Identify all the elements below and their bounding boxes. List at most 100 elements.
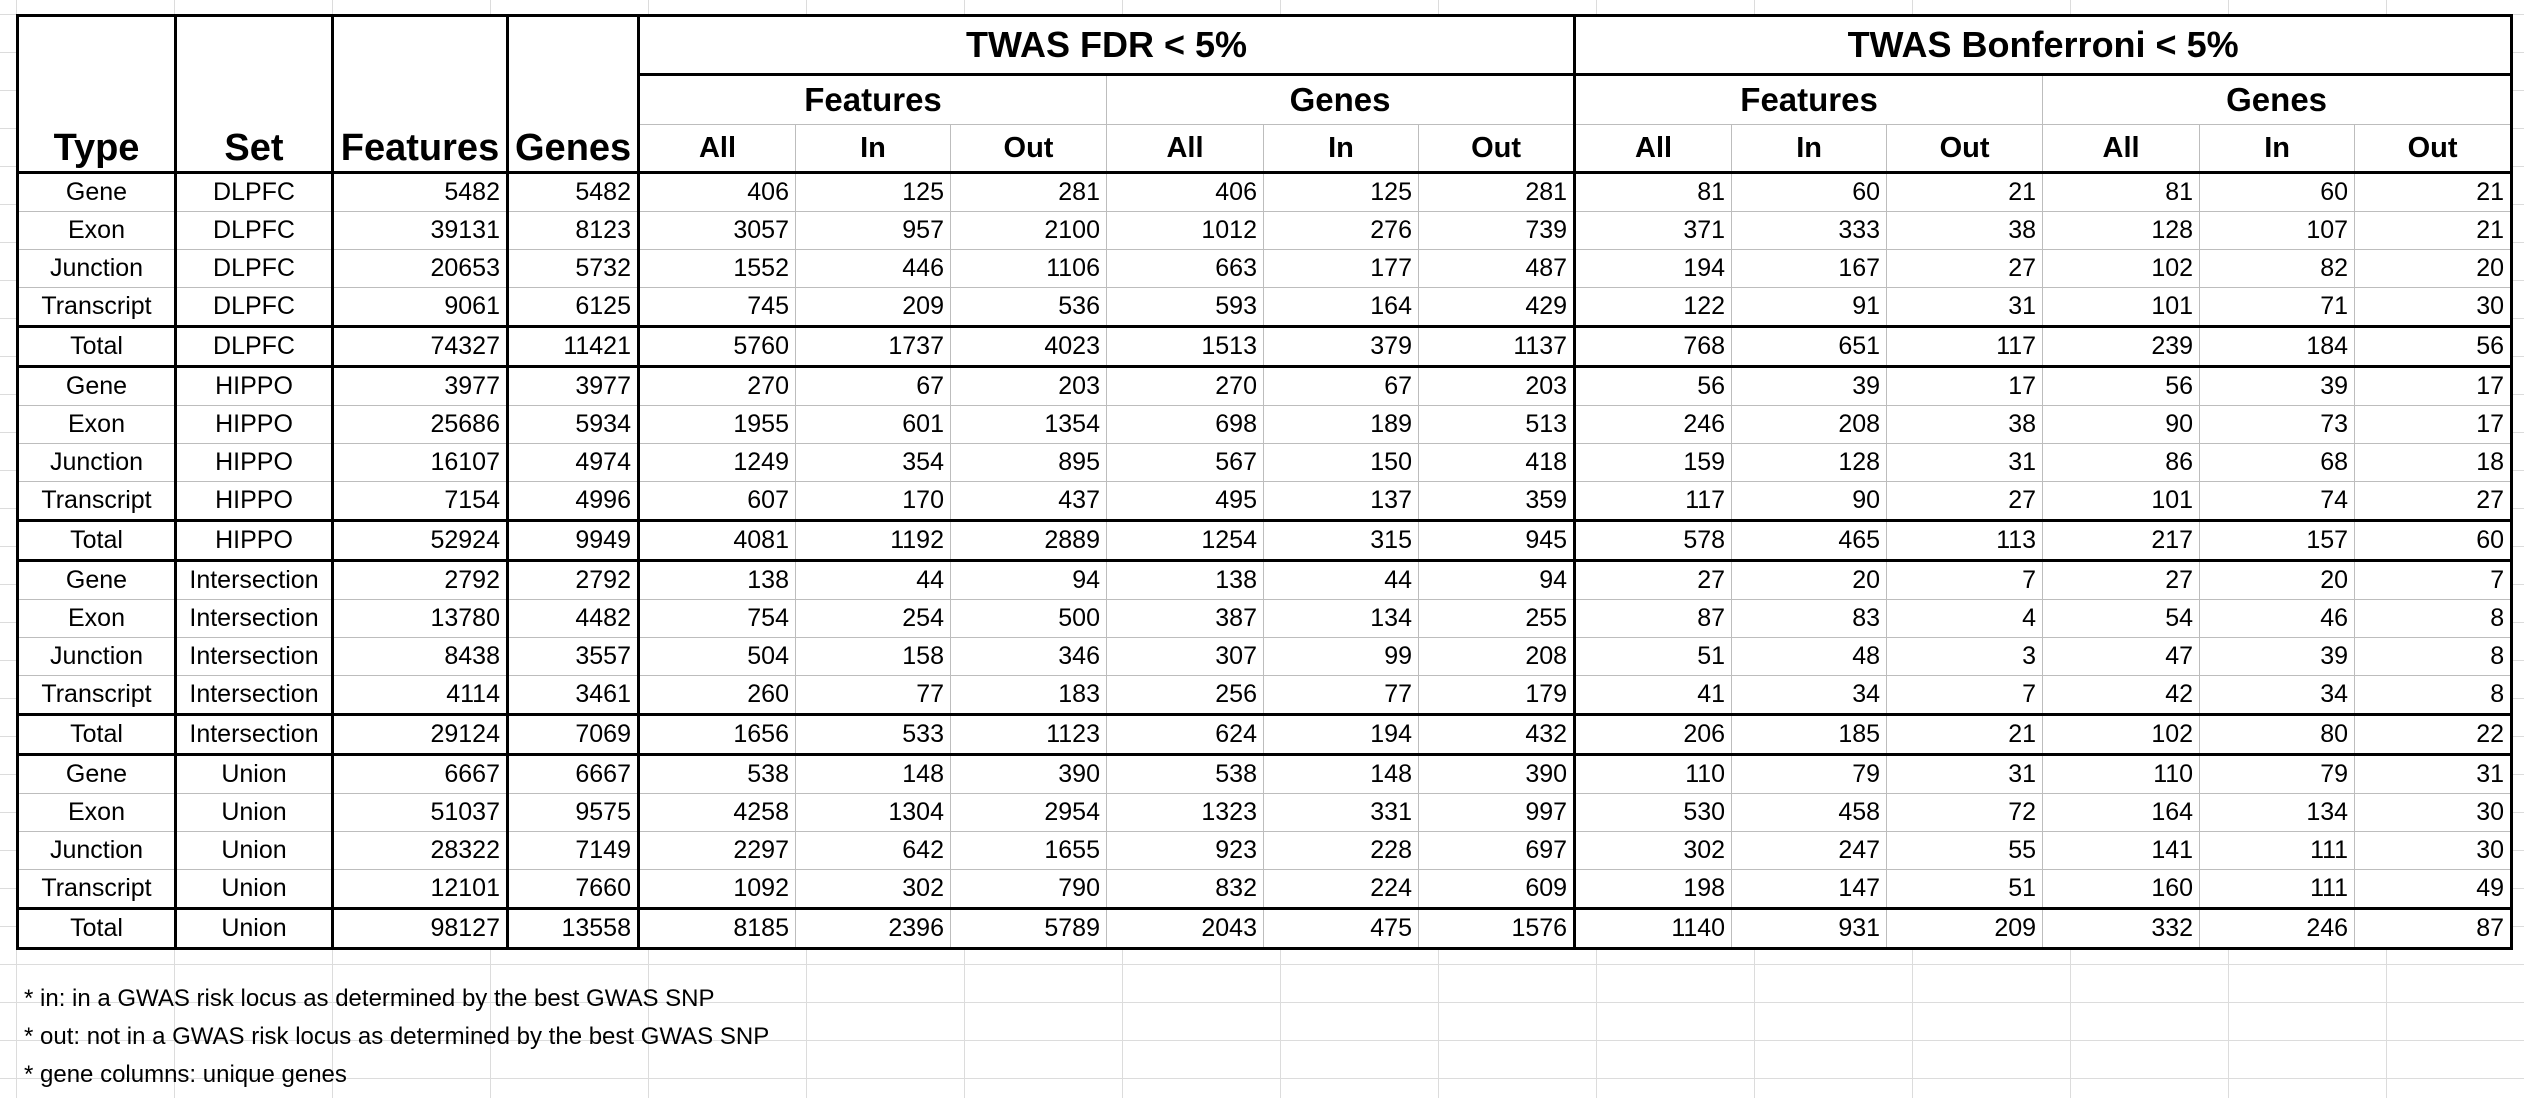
cell-fdr-features-out: 1123 [950, 713, 1107, 755]
cell-fdr-genes-in: 134 [1263, 599, 1419, 638]
header-bonf-genes: Genes [2042, 74, 2514, 125]
cell-type: Gene [16, 365, 177, 406]
cell-fdr-genes-in: 194 [1263, 713, 1419, 755]
cell-fdr-genes-all: 624 [1106, 713, 1264, 755]
cell-fdr-genes-all: 567 [1106, 443, 1264, 482]
cell-features: 7154 [332, 481, 509, 521]
cell-features: 16107 [332, 443, 509, 482]
cell-bonf-features-in: 147 [1731, 869, 1888, 909]
cell-bonf-features-all: 117 [1574, 481, 1733, 521]
cell-bonf-genes-all: 101 [2042, 481, 2201, 521]
cell-features: 8438 [332, 637, 509, 676]
cell-fdr-genes-out: 1576 [1417, 907, 1577, 950]
cell-fdr-features-out: 1354 [950, 405, 1107, 444]
cell-bonf-features-out: 27 [1886, 481, 2044, 521]
cell-bonf-features-out: 38 [1886, 211, 2044, 250]
cell-set: HIPPO [175, 481, 334, 521]
cell-fdr-genes-all: 138 [1106, 559, 1264, 600]
cell-fdr-features-all: 270 [638, 365, 796, 406]
cell-bonf-features-in: 39 [1731, 365, 1888, 406]
cell-set: HIPPO [175, 365, 334, 406]
table-row: Gene Intersection 2792 2792 138 44 94 138 44 94 27… [16, 559, 2514, 600]
cell-bonf-genes-all: 101 [2042, 287, 2201, 327]
cell-bonf-features-all: 768 [1574, 325, 1733, 367]
cell-bonf-features-out: 21 [1886, 713, 2044, 755]
cell-set: DLPFC [175, 325, 334, 367]
cell-fdr-features-out: 1106 [950, 249, 1107, 288]
cell-features: 39131 [332, 211, 509, 250]
cell-fdr-features-all: 260 [638, 675, 796, 715]
cell-fdr-genes-all: 387 [1106, 599, 1264, 638]
cell-type: Total [16, 907, 177, 950]
cell-bonf-genes-all: 217 [2042, 519, 2201, 561]
cell-fdr-features-in: 209 [795, 287, 951, 327]
cell-set: Union [175, 831, 334, 870]
cell-fdr-genes-out: 281 [1417, 171, 1577, 212]
cell-fdr-genes-in: 67 [1263, 365, 1419, 406]
cell-fdr-genes-all: 2043 [1106, 907, 1264, 950]
cell-bonf-genes-in: 111 [2199, 831, 2356, 870]
cell-set: DLPFC [175, 171, 334, 212]
cell-bonf-genes-all: 102 [2042, 713, 2201, 755]
cell-type: Transcript [16, 869, 177, 909]
cell-bonf-features-in: 60 [1731, 171, 1888, 212]
cell-fdr-features-all: 1656 [638, 713, 796, 755]
cell-fdr-genes-out: 429 [1417, 287, 1577, 327]
cell-type: Total [16, 519, 177, 561]
cell-features: 52924 [332, 519, 509, 561]
cell-features: 98127 [332, 907, 509, 950]
table-body: Gene DLPFC 5482 5482 406 125 281 406 125 281 81 60 2… [16, 171, 2514, 950]
cell-bonf-features-in: 247 [1731, 831, 1888, 870]
cell-set: Union [175, 793, 334, 832]
cell-genes: 4482 [507, 599, 640, 638]
cell-bonf-genes-in: 20 [2199, 559, 2356, 600]
cell-fdr-features-out: 2954 [950, 793, 1107, 832]
cell-fdr-genes-all: 307 [1106, 637, 1264, 676]
cell-fdr-genes-in: 276 [1263, 211, 1419, 250]
cell-fdr-genes-out: 418 [1417, 443, 1577, 482]
cell-fdr-genes-in: 150 [1263, 443, 1419, 482]
cell-genes: 3977 [507, 365, 640, 406]
cell-fdr-features-in: 158 [795, 637, 951, 676]
cell-bonf-genes-out: 49 [2354, 869, 2514, 909]
cell-bonf-features-in: 91 [1731, 287, 1888, 327]
cell-bonf-genes-out: 60 [2354, 519, 2514, 561]
table-row: Exon Union 51037 9575 4258 1304 2954 1323 331 997… [16, 793, 2514, 832]
cell-fdr-genes-out: 945 [1417, 519, 1577, 561]
cell-set: Union [175, 753, 334, 794]
table-row: Transcript Intersection 4114 3461 260 77 183 25… [16, 675, 2514, 715]
cell-set: DLPFC [175, 211, 334, 250]
cell-fdr-genes-all: 495 [1106, 481, 1264, 521]
table-row: Junction HIPPO 16107 4974 1249 354 895 567 150 41… [16, 443, 2514, 482]
cell-bonf-features-all: 206 [1574, 713, 1733, 755]
cell-fdr-genes-all: 1513 [1106, 325, 1264, 367]
cell-fdr-genes-out: 513 [1417, 405, 1577, 444]
table-row: Total Intersection 29124 7069 1656 533 1123 624… [16, 713, 2514, 755]
cell-bonf-genes-out: 17 [2354, 405, 2514, 444]
cell-fdr-features-all: 1092 [638, 869, 796, 909]
footnotes: * in: in a GWAS risk locus as determined… [24, 980, 769, 1094]
cell-fdr-genes-in: 331 [1263, 793, 1419, 832]
cell-bonf-features-in: 48 [1731, 637, 1888, 676]
header-genes: Genes [507, 14, 640, 174]
cell-fdr-genes-in: 177 [1263, 249, 1419, 288]
cell-fdr-features-all: 1955 [638, 405, 796, 444]
cell-fdr-features-out: 2100 [950, 211, 1107, 250]
header-out: Out [950, 124, 1107, 174]
cell-fdr-genes-in: 189 [1263, 405, 1419, 444]
cell-bonf-features-all: 87 [1574, 599, 1733, 638]
cell-genes: 5482 [507, 171, 640, 212]
cell-fdr-features-in: 1192 [795, 519, 951, 561]
cell-set: Intersection [175, 713, 334, 755]
header-fdr-features: Features [638, 74, 1107, 125]
cell-fdr-genes-in: 148 [1263, 753, 1419, 794]
table-row: Junction Intersection 8438 3557 504 158 346 307… [16, 637, 2514, 676]
cell-bonf-features-all: 530 [1574, 793, 1733, 832]
cell-fdr-features-out: 183 [950, 675, 1107, 715]
cell-fdr-genes-all: 663 [1106, 249, 1264, 288]
cell-bonf-genes-out: 17 [2354, 365, 2514, 406]
cell-fdr-features-in: 957 [795, 211, 951, 250]
header-out: Out [1886, 124, 2044, 174]
cell-fdr-features-in: 533 [795, 713, 951, 755]
cell-bonf-features-all: 56 [1574, 365, 1733, 406]
